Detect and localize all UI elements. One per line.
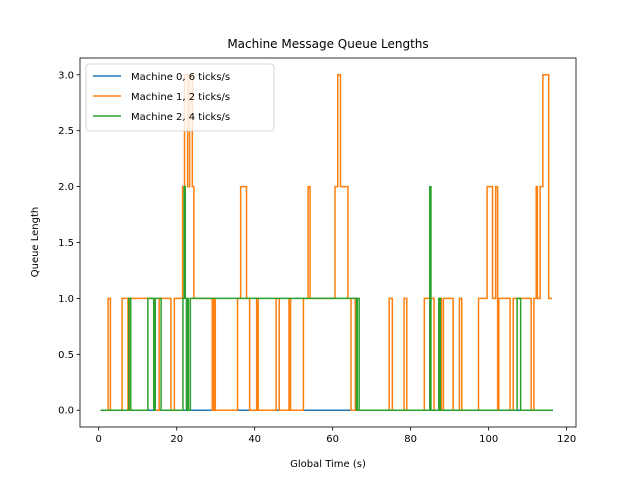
y-tick-label: 1.5 [58, 238, 74, 249]
x-tick-label: 100 [479, 434, 498, 445]
y-axis-title: Queue Length [30, 207, 41, 278]
y-tick-label: 2.0 [58, 182, 74, 193]
y-axis-ticks: 0.0 0.5 1.0 1.5 2.0 2.5 3.0 [58, 70, 80, 417]
x-tick-label: 40 [248, 434, 261, 445]
chart-legend: Machine 0, 6 ticks/s Machine 1, 2 ticks/s… [85, 63, 275, 132]
x-tick-label: 80 [404, 434, 417, 445]
y-tick-label: 1.0 [58, 294, 74, 305]
y-tick-label: 3.0 [58, 70, 74, 81]
y-tick-label: 0.0 [58, 406, 74, 417]
y-tick-label: 0.5 [58, 350, 74, 361]
x-tick-label: 0 [96, 434, 102, 445]
x-tick-label: 20 [170, 434, 183, 445]
x-tick-label: 60 [326, 434, 339, 445]
x-tick-label: 120 [557, 434, 576, 445]
x-axis-title: Global Time (s) [290, 459, 366, 470]
series-line-machine-2 [100, 185, 553, 411]
y-tick-label: 2.5 [58, 126, 74, 137]
legend-box [85, 63, 275, 132]
legend-label: Machine 2, 4 ticks/s [131, 112, 230, 123]
chart-title: Machine Message Queue Lengths [227, 37, 428, 51]
legend-label: Machine 1, 2 ticks/s [131, 92, 230, 103]
x-axis-ticks: 0 20 40 60 80 100 120 [96, 427, 576, 445]
legend-label: Machine 0, 6 ticks/s [131, 72, 230, 83]
